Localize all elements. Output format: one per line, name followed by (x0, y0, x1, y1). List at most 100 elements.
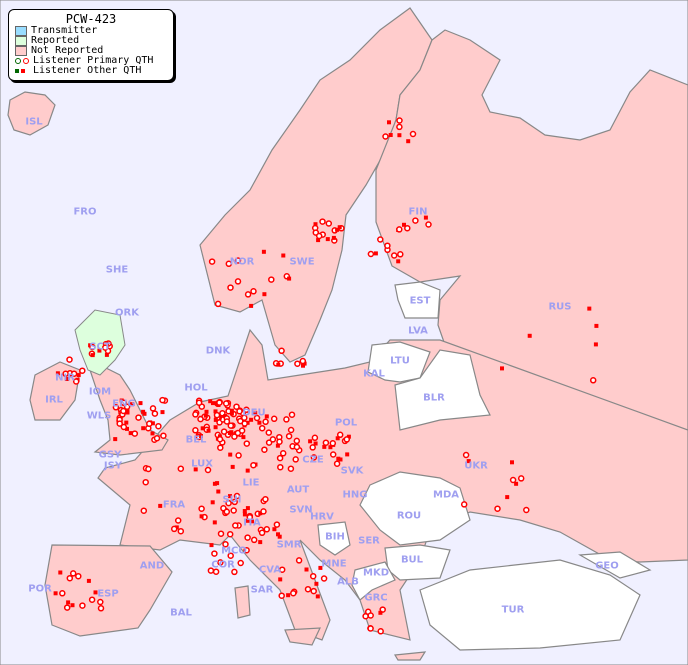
listener-primary-qth-marker (66, 574, 74, 582)
listener-primary-qth-marker (226, 530, 234, 538)
listener-primary-qth-marker (277, 463, 284, 471)
listener-other-qth-marker (346, 434, 351, 439)
label-jsy: JSY (103, 460, 123, 472)
listener-other-qth-marker (203, 413, 208, 418)
listener-primary-qth-marker (236, 408, 243, 415)
listener-primary-qth-marker (197, 415, 204, 423)
listener-primary-qth-marker (222, 540, 229, 548)
listener-primary-qth-marker (170, 525, 178, 533)
listener-other-qth-marker (423, 215, 428, 220)
listener-primary-qth-marker (217, 559, 224, 566)
listener-primary-qth-marker (140, 507, 148, 514)
label-mco: MCO (221, 545, 247, 557)
listener-primary-qth-marker (234, 278, 242, 285)
listener-other-qth-marker (208, 399, 213, 404)
listener-other-qth-marker (211, 401, 215, 406)
listener-primary-qth-marker (509, 476, 517, 484)
label-bul: BUL (400, 554, 424, 566)
listener-primary-qth-marker (320, 575, 328, 582)
label-rou: ROU (396, 510, 422, 522)
listener-primary-qth-marker (243, 406, 250, 414)
label-kal: KAL (363, 368, 385, 380)
listener-other-qth-marker (200, 426, 205, 431)
listener-primary-qth-marker (343, 436, 351, 443)
listener-primary-qth-marker (278, 566, 286, 573)
listener-primary-qth-marker (177, 465, 185, 472)
listener-other-qth-marker (313, 441, 318, 446)
listener-other-qth-marker (258, 511, 263, 516)
listener-primary-qth-marker (329, 451, 337, 458)
listener-other-qth-marker (229, 408, 234, 413)
listener-primary-qth-marker (244, 534, 251, 541)
listener-primary-qth-marker (309, 444, 316, 451)
country-rou-mda (359, 471, 471, 546)
legend-reported: Reported (9, 36, 173, 46)
label-por: POR (28, 583, 52, 595)
country-sicily (284, 627, 321, 646)
listener-primary-qth-marker (460, 501, 468, 508)
listener-primary-qth-marker (262, 495, 269, 503)
listener-primary-qth-marker (63, 604, 71, 611)
listener-primary-qth-marker (145, 465, 152, 473)
listener-primary-qth-marker (59, 590, 66, 597)
listener-primary-qth-marker (75, 572, 82, 580)
listener-primary-qth-marker (213, 411, 221, 419)
listener-primary-qth-marker (268, 276, 275, 283)
listener-primary-qth-marker (243, 546, 250, 554)
listener-primary-qth-marker (250, 288, 257, 295)
label-lie: LIE (242, 477, 260, 489)
label-hng: HNG (342, 489, 368, 501)
label-fro: FRO (73, 206, 97, 218)
listener-primary-qth-marker (123, 403, 131, 410)
listener-primary-qth-marker (174, 517, 182, 524)
listener-primary-qth-marker (151, 410, 159, 417)
legend-label: Listener Other QTH (33, 65, 142, 76)
listener-other-qth-marker (249, 303, 254, 308)
listener-primary-qth-marker (222, 400, 230, 407)
listener-primary-qth-marker (382, 133, 389, 140)
listener-other-qth-marker (242, 509, 247, 513)
listener-primary-qth-marker (231, 568, 238, 576)
listener-other-qth-marker (335, 227, 340, 232)
listener-primary-qth-marker (250, 461, 257, 469)
label-alb: ALB (337, 576, 359, 588)
legend-other-qth: Listener Other QTH (9, 66, 173, 76)
label-dnk: DNK (205, 345, 231, 357)
listener-other-qth-marker (308, 439, 313, 444)
legend-transmitter: Transmitter (9, 26, 173, 36)
country-mkd-alb (351, 561, 396, 601)
listener-primary-qth-marker (234, 257, 242, 264)
listener-other-qth-marker (245, 468, 250, 473)
listener-primary-qth-marker (293, 437, 301, 445)
label-irl: IRL (45, 394, 63, 406)
listener-primary-qth-marker (260, 508, 267, 515)
country-sct (74, 309, 126, 376)
listener-other-qth-marker (64, 377, 69, 381)
listener-other-qth-marker (466, 459, 471, 464)
listener-other-qth-marker (388, 133, 393, 137)
listener-primary-qth-marker (97, 598, 104, 606)
listener-other-qth-marker (213, 417, 218, 422)
listener-primary-qth-marker (287, 465, 295, 472)
listener-primary-qth-marker (523, 506, 530, 514)
listener-other-qth-marker (505, 495, 510, 500)
listener-other-qth-marker (125, 426, 129, 431)
listener-other-qth-marker (160, 410, 165, 415)
listener-other-qth-marker (335, 436, 340, 441)
listener-primary-qth-marker (149, 405, 157, 412)
label-and: AND (139, 560, 165, 572)
listener-other-qth-marker (593, 342, 598, 347)
listener-markers (53, 117, 599, 635)
listener-primary-qth-marker (112, 404, 120, 411)
listener-other-qth-marker (125, 410, 130, 415)
listener-other-qth-marker (242, 512, 247, 517)
listener-primary-qth-marker (227, 422, 235, 429)
listener-primary-qth-marker (290, 589, 297, 597)
listener-other-qth-marker (230, 464, 235, 469)
listener-primary-qth-marker (232, 522, 239, 529)
label-isl: ISL (25, 116, 43, 128)
listener-primary-qth-marker (135, 414, 142, 421)
listener-primary-qth-marker (217, 444, 224, 451)
